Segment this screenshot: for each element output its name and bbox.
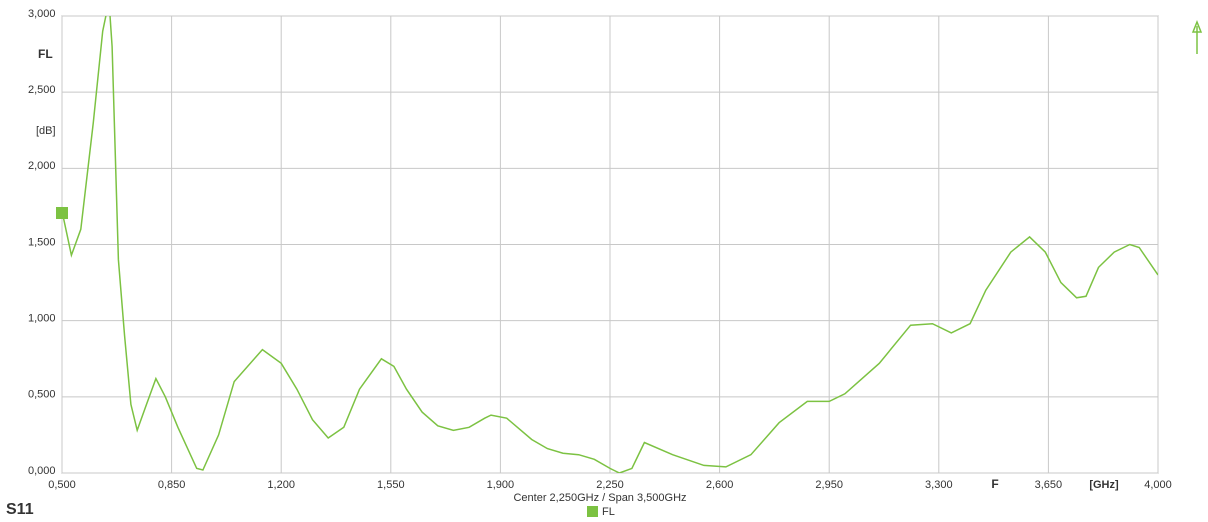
y-tick-label: 1,500 bbox=[28, 236, 56, 248]
x-tick-label: 4,000 bbox=[1144, 479, 1172, 491]
x-tick-label: 2,600 bbox=[706, 479, 734, 491]
y-label: FL bbox=[38, 47, 53, 61]
x-unit: [GHz] bbox=[1089, 479, 1119, 491]
y-tick-label: 0,000 bbox=[28, 465, 56, 477]
legend-swatch bbox=[587, 506, 598, 517]
x-tick-label: 1,900 bbox=[487, 479, 515, 491]
scroll-arrow[interactable] bbox=[1191, 19, 1203, 54]
y-tick-label: 1,000 bbox=[28, 313, 56, 325]
y-tick-label: 2,000 bbox=[28, 160, 56, 172]
x-tick-label: 3,650 bbox=[1035, 479, 1063, 491]
y-tick-label: 3,000 bbox=[28, 8, 56, 20]
y-tick-label: 2,500 bbox=[28, 84, 56, 96]
x-tick-label: 0,850 bbox=[158, 479, 186, 491]
x-tick-label: 2,250 bbox=[596, 479, 624, 491]
legend-label: FL bbox=[602, 506, 615, 518]
y-unit: [dB] bbox=[36, 125, 56, 137]
x-tick-label: 1,200 bbox=[267, 479, 295, 491]
subtitle: Center 2,250GHz / Span 3,500GHz bbox=[513, 492, 686, 504]
x-tick-label: 3,300 bbox=[925, 479, 953, 491]
series-line bbox=[62, 16, 1158, 473]
x-tick-label: 1,550 bbox=[377, 479, 405, 491]
title: S11 bbox=[6, 501, 34, 518]
x-tick-label: 2,950 bbox=[815, 479, 843, 491]
y-tick-label: 0,500 bbox=[28, 389, 56, 401]
x-label: F bbox=[991, 477, 998, 491]
x-tick-label: 0,500 bbox=[48, 479, 76, 491]
